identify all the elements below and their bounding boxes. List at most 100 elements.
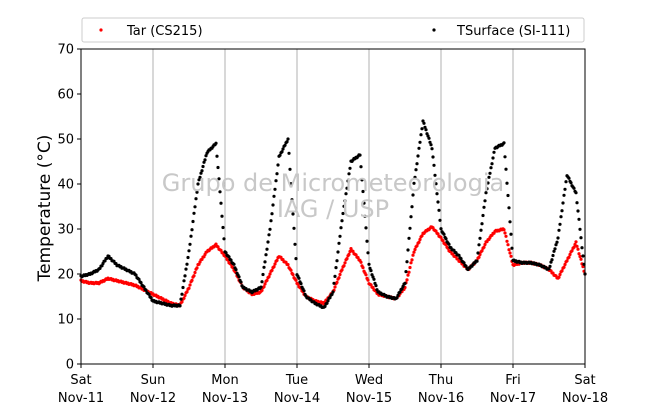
data-point-tsurface xyxy=(180,292,184,296)
data-point-tar xyxy=(413,247,417,252)
data-point-tsurface xyxy=(149,296,153,300)
data-point-tsurface xyxy=(464,264,468,268)
data-point-tsurface xyxy=(193,205,197,209)
data-point-tsurface xyxy=(232,262,236,266)
data-point-tar xyxy=(560,269,564,273)
x-tick-label-day: Sun xyxy=(141,373,166,388)
data-point-tsurface xyxy=(508,220,512,224)
data-point-tsurface xyxy=(431,155,435,159)
data-point-tsurface xyxy=(420,127,424,131)
data-point-tsurface xyxy=(360,178,364,182)
data-point-tsurface xyxy=(285,140,289,144)
data-point-tsurface xyxy=(429,143,433,147)
data-point-tsurface xyxy=(229,258,233,262)
data-point-tsurface xyxy=(345,186,349,190)
data-point-tsurface xyxy=(372,277,376,281)
data-point-tsurface xyxy=(340,219,344,223)
data-point-tsurface xyxy=(234,268,238,272)
data-point-tsurface xyxy=(478,236,482,240)
data-point-tar xyxy=(557,275,561,279)
data-point-tsurface xyxy=(196,182,200,186)
data-point-tar xyxy=(558,272,562,277)
x-tick-label-day: Sat xyxy=(70,373,91,388)
data-point-tsurface xyxy=(395,296,399,300)
y-tick-label: 30 xyxy=(57,223,74,238)
data-point-tsurface xyxy=(459,257,463,261)
data-point-tsurface xyxy=(267,233,271,237)
data-point-tsurface xyxy=(422,121,426,125)
data-point-tsurface xyxy=(483,199,487,203)
data-point-tar xyxy=(345,257,349,261)
data-point-tsurface xyxy=(297,276,301,280)
x-tick-label-day: Sat xyxy=(574,373,595,388)
data-point-tsurface xyxy=(438,218,442,222)
x-tick-label-date: Nov-14 xyxy=(274,391,320,406)
y-tick-label: 70 xyxy=(57,43,74,58)
data-point-tsurface xyxy=(560,209,564,213)
data-point-tsurface xyxy=(237,275,241,279)
data-point-tsurface xyxy=(341,211,345,216)
data-point-tsurface xyxy=(557,228,561,232)
data-point-tsurface xyxy=(550,258,554,262)
y-tick-label: 60 xyxy=(57,88,74,103)
data-point-tsurface xyxy=(424,128,428,132)
y-tick-label: 50 xyxy=(57,133,74,148)
data-point-tsurface xyxy=(331,290,335,294)
series-1 xyxy=(79,119,587,309)
data-point-tsurface xyxy=(187,249,191,253)
data-point-tsurface xyxy=(291,212,295,216)
data-point-tsurface xyxy=(227,255,231,259)
data-point-tsurface xyxy=(144,288,148,292)
data-point-tar xyxy=(347,252,351,256)
data-point-tsurface xyxy=(416,154,420,158)
x-tick-label-date: Nov-18 xyxy=(562,391,608,406)
data-point-tsurface xyxy=(332,281,336,285)
data-point-tsurface xyxy=(433,173,437,177)
data-point-tsurface xyxy=(487,175,491,179)
data-point-tsurface xyxy=(417,146,421,150)
data-point-tar xyxy=(296,282,300,286)
data-point-tsurface xyxy=(507,206,511,210)
x-tick-label-day: Tue xyxy=(285,373,308,388)
data-point-tsurface xyxy=(564,180,568,184)
y-axis-label: Temperature (°C) xyxy=(35,135,55,283)
data-point-tsurface xyxy=(488,171,492,175)
data-point-tsurface xyxy=(188,242,192,246)
data-point-tar xyxy=(335,280,339,284)
data-point-tsurface xyxy=(147,292,151,296)
data-point-tar xyxy=(563,262,567,267)
data-point-tsurface xyxy=(178,304,182,308)
data-point-tsurface xyxy=(269,219,273,223)
data-point-tsurface xyxy=(581,254,585,258)
data-point-tar xyxy=(193,270,197,275)
data-point-tsurface xyxy=(142,285,146,289)
data-point-tar xyxy=(415,244,419,248)
legend-label-tsurface: TSurface (SI-111) xyxy=(456,24,570,39)
data-point-tsurface xyxy=(183,274,187,278)
data-point-tsurface xyxy=(432,163,436,167)
data-point-tsurface xyxy=(482,205,486,209)
data-point-tsurface xyxy=(328,296,332,300)
data-point-tsurface xyxy=(553,247,557,251)
data-point-tar xyxy=(343,261,347,265)
data-point-tsurface xyxy=(561,201,565,205)
data-point-tsurface xyxy=(278,153,282,157)
data-point-tar xyxy=(565,259,569,263)
x-tick-label-date: Nov-13 xyxy=(202,391,248,406)
data-point-tar xyxy=(294,278,298,282)
data-point-tsurface xyxy=(184,267,188,271)
data-point-tsurface xyxy=(569,181,573,185)
x-tick-label-day: Wed xyxy=(355,373,383,388)
data-point-tsurface xyxy=(554,243,558,247)
data-point-tsurface xyxy=(365,239,369,243)
data-point-tsurface xyxy=(447,242,451,246)
data-point-tar xyxy=(407,270,411,274)
axes: 0 10 20 30 40 50 60 70 Sat Nov-11 Sun Nov-12 Mon Nov-… xyxy=(57,43,608,407)
data-point-tsurface xyxy=(489,166,493,170)
data-point-tar xyxy=(503,231,507,235)
data-point-tsurface xyxy=(134,273,138,277)
x-tick-label-day: Thu xyxy=(428,373,453,388)
data-point-tsurface xyxy=(396,293,400,297)
data-point-tsurface xyxy=(559,215,563,219)
data-point-tar xyxy=(574,240,578,244)
